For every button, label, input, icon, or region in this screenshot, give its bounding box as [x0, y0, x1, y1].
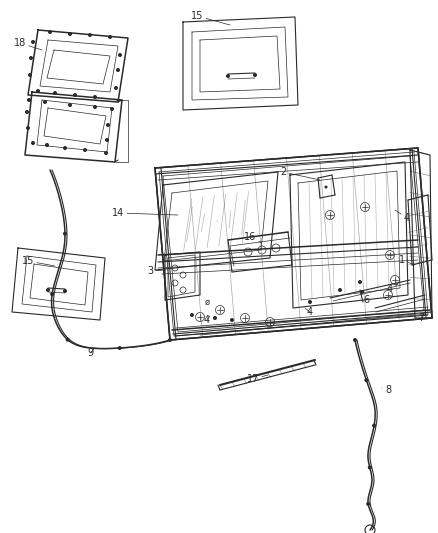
Text: ø: ø [205, 297, 209, 306]
Circle shape [366, 502, 370, 506]
Text: 7: 7 [418, 312, 425, 323]
Circle shape [83, 148, 87, 152]
Circle shape [29, 56, 33, 60]
Circle shape [118, 346, 122, 350]
Text: 14: 14 [112, 208, 178, 218]
Circle shape [31, 141, 35, 145]
Circle shape [338, 288, 342, 292]
Text: 4: 4 [204, 315, 210, 325]
Circle shape [63, 146, 67, 150]
Text: 15: 15 [191, 11, 230, 25]
Circle shape [253, 73, 257, 77]
Circle shape [168, 338, 172, 342]
Circle shape [43, 100, 47, 104]
Circle shape [88, 33, 92, 37]
Circle shape [110, 107, 114, 111]
Circle shape [36, 89, 40, 93]
Circle shape [230, 318, 234, 322]
Text: 2: 2 [280, 167, 320, 180]
Text: 3: 3 [147, 266, 165, 276]
Text: 1: 1 [399, 255, 415, 265]
Text: 4: 4 [395, 210, 410, 223]
Circle shape [116, 68, 120, 72]
Circle shape [190, 313, 194, 317]
Circle shape [53, 91, 57, 95]
Text: 4: 4 [305, 307, 313, 317]
Circle shape [27, 98, 31, 102]
Circle shape [46, 288, 50, 292]
Circle shape [114, 86, 118, 90]
Circle shape [93, 105, 97, 109]
Circle shape [45, 143, 49, 147]
Circle shape [93, 95, 97, 99]
Circle shape [73, 93, 77, 97]
Text: 4: 4 [387, 284, 398, 294]
Circle shape [25, 110, 29, 114]
Circle shape [28, 73, 32, 77]
Circle shape [68, 103, 72, 107]
Circle shape [308, 300, 312, 304]
Circle shape [372, 424, 376, 427]
Circle shape [325, 185, 328, 189]
Circle shape [105, 138, 109, 142]
Circle shape [226, 74, 230, 78]
Circle shape [106, 123, 110, 127]
Circle shape [63, 232, 67, 236]
Circle shape [364, 378, 368, 382]
Circle shape [50, 292, 54, 296]
Text: 17: 17 [247, 374, 268, 384]
Text: 16: 16 [244, 232, 262, 243]
Circle shape [118, 53, 122, 57]
Circle shape [353, 338, 357, 342]
Circle shape [360, 290, 364, 294]
Circle shape [108, 35, 112, 39]
Text: 6: 6 [360, 295, 369, 305]
Circle shape [66, 338, 70, 342]
Circle shape [68, 32, 72, 36]
Text: 18: 18 [14, 38, 42, 50]
Circle shape [104, 151, 108, 155]
Text: 8: 8 [382, 385, 391, 395]
Text: 15: 15 [22, 256, 55, 266]
Text: 9: 9 [87, 348, 95, 358]
Circle shape [63, 289, 67, 293]
Circle shape [26, 126, 30, 130]
Circle shape [48, 30, 52, 34]
Circle shape [368, 465, 372, 470]
Circle shape [213, 316, 217, 320]
Circle shape [358, 280, 362, 284]
Circle shape [31, 40, 35, 44]
